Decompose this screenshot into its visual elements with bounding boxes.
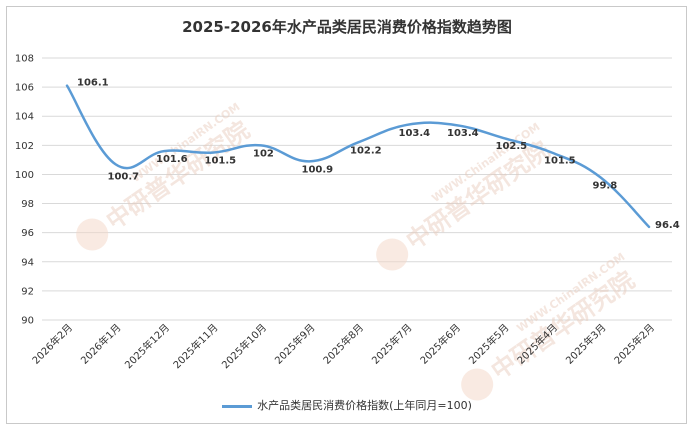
data-label: 100.9: [302, 164, 334, 175]
x-tick-label: 2025年12月: [122, 321, 172, 371]
y-axis-ticks: 90 92 94 96 98 100 102 104 106 108: [15, 54, 34, 327]
data-label: 103.4: [399, 128, 431, 139]
data-label: 102: [253, 148, 274, 159]
legend: 水产品类居民消费价格指数(上年同月=100): [0, 397, 694, 413]
data-label: 103.4: [447, 128, 479, 139]
y-tick-label: 96: [21, 228, 34, 239]
watermark-text: 中研普华研究院: [486, 266, 640, 385]
y-tick-label: 100: [15, 170, 34, 181]
data-label: 101.5: [205, 156, 237, 167]
series-line: [65, 84, 651, 229]
data-label: 101.6: [156, 154, 188, 165]
x-tick-label: 2026年2月: [29, 321, 75, 367]
grid-layer: [42, 57, 672, 321]
y-tick-label: 98: [21, 199, 34, 210]
chart-frame: [6, 6, 687, 424]
x-tick-label: 2025年7月: [369, 321, 415, 367]
chart-title: 2025-2026年水产品类居民消费价格指数趋势图: [182, 18, 512, 36]
data-label: 96.4: [655, 220, 680, 231]
watermark-text: 中研普华研究院: [401, 136, 555, 255]
legend-label: 水产品类居民消费价格指数(上年同月=100): [257, 399, 472, 412]
data-label: 102.2: [350, 145, 382, 156]
x-tick-label: 2025年9月: [272, 321, 318, 367]
y-tick-label: 108: [15, 54, 34, 65]
data-label: 100.7: [108, 171, 140, 182]
y-tick-label: 106: [15, 83, 34, 94]
data-label: 106.1: [77, 78, 109, 89]
data-label: 101.5: [544, 156, 576, 167]
data-label: 102.5: [496, 141, 528, 152]
data-label-layer: 106.1 100.7 101.6 101.5 102 100.9 102.2 103.4 10…: [77, 78, 680, 231]
x-tick-label: 2026年1月: [78, 321, 124, 367]
x-tick-label: 2025年2月: [611, 321, 657, 367]
x-tick-label: 2025年10月: [219, 321, 269, 371]
watermark-logo: [376, 238, 409, 271]
y-tick-label: 92: [21, 286, 34, 297]
watermark-logo: [461, 368, 494, 401]
x-tick-label: 2025年6月: [417, 321, 463, 367]
y-tick-label: 104: [15, 112, 34, 123]
legend-swatch: [222, 404, 253, 408]
y-tick-label: 102: [15, 141, 34, 152]
y-tick-label: 90: [21, 316, 34, 327]
data-label: 99.8: [593, 180, 618, 191]
y-tick-label: 94: [21, 257, 34, 268]
line-layer: [65, 84, 651, 229]
watermark-logo: [76, 218, 109, 251]
x-tick-label: 2025年8月: [320, 321, 366, 367]
x-tick-label: 2025年11月: [170, 321, 220, 371]
